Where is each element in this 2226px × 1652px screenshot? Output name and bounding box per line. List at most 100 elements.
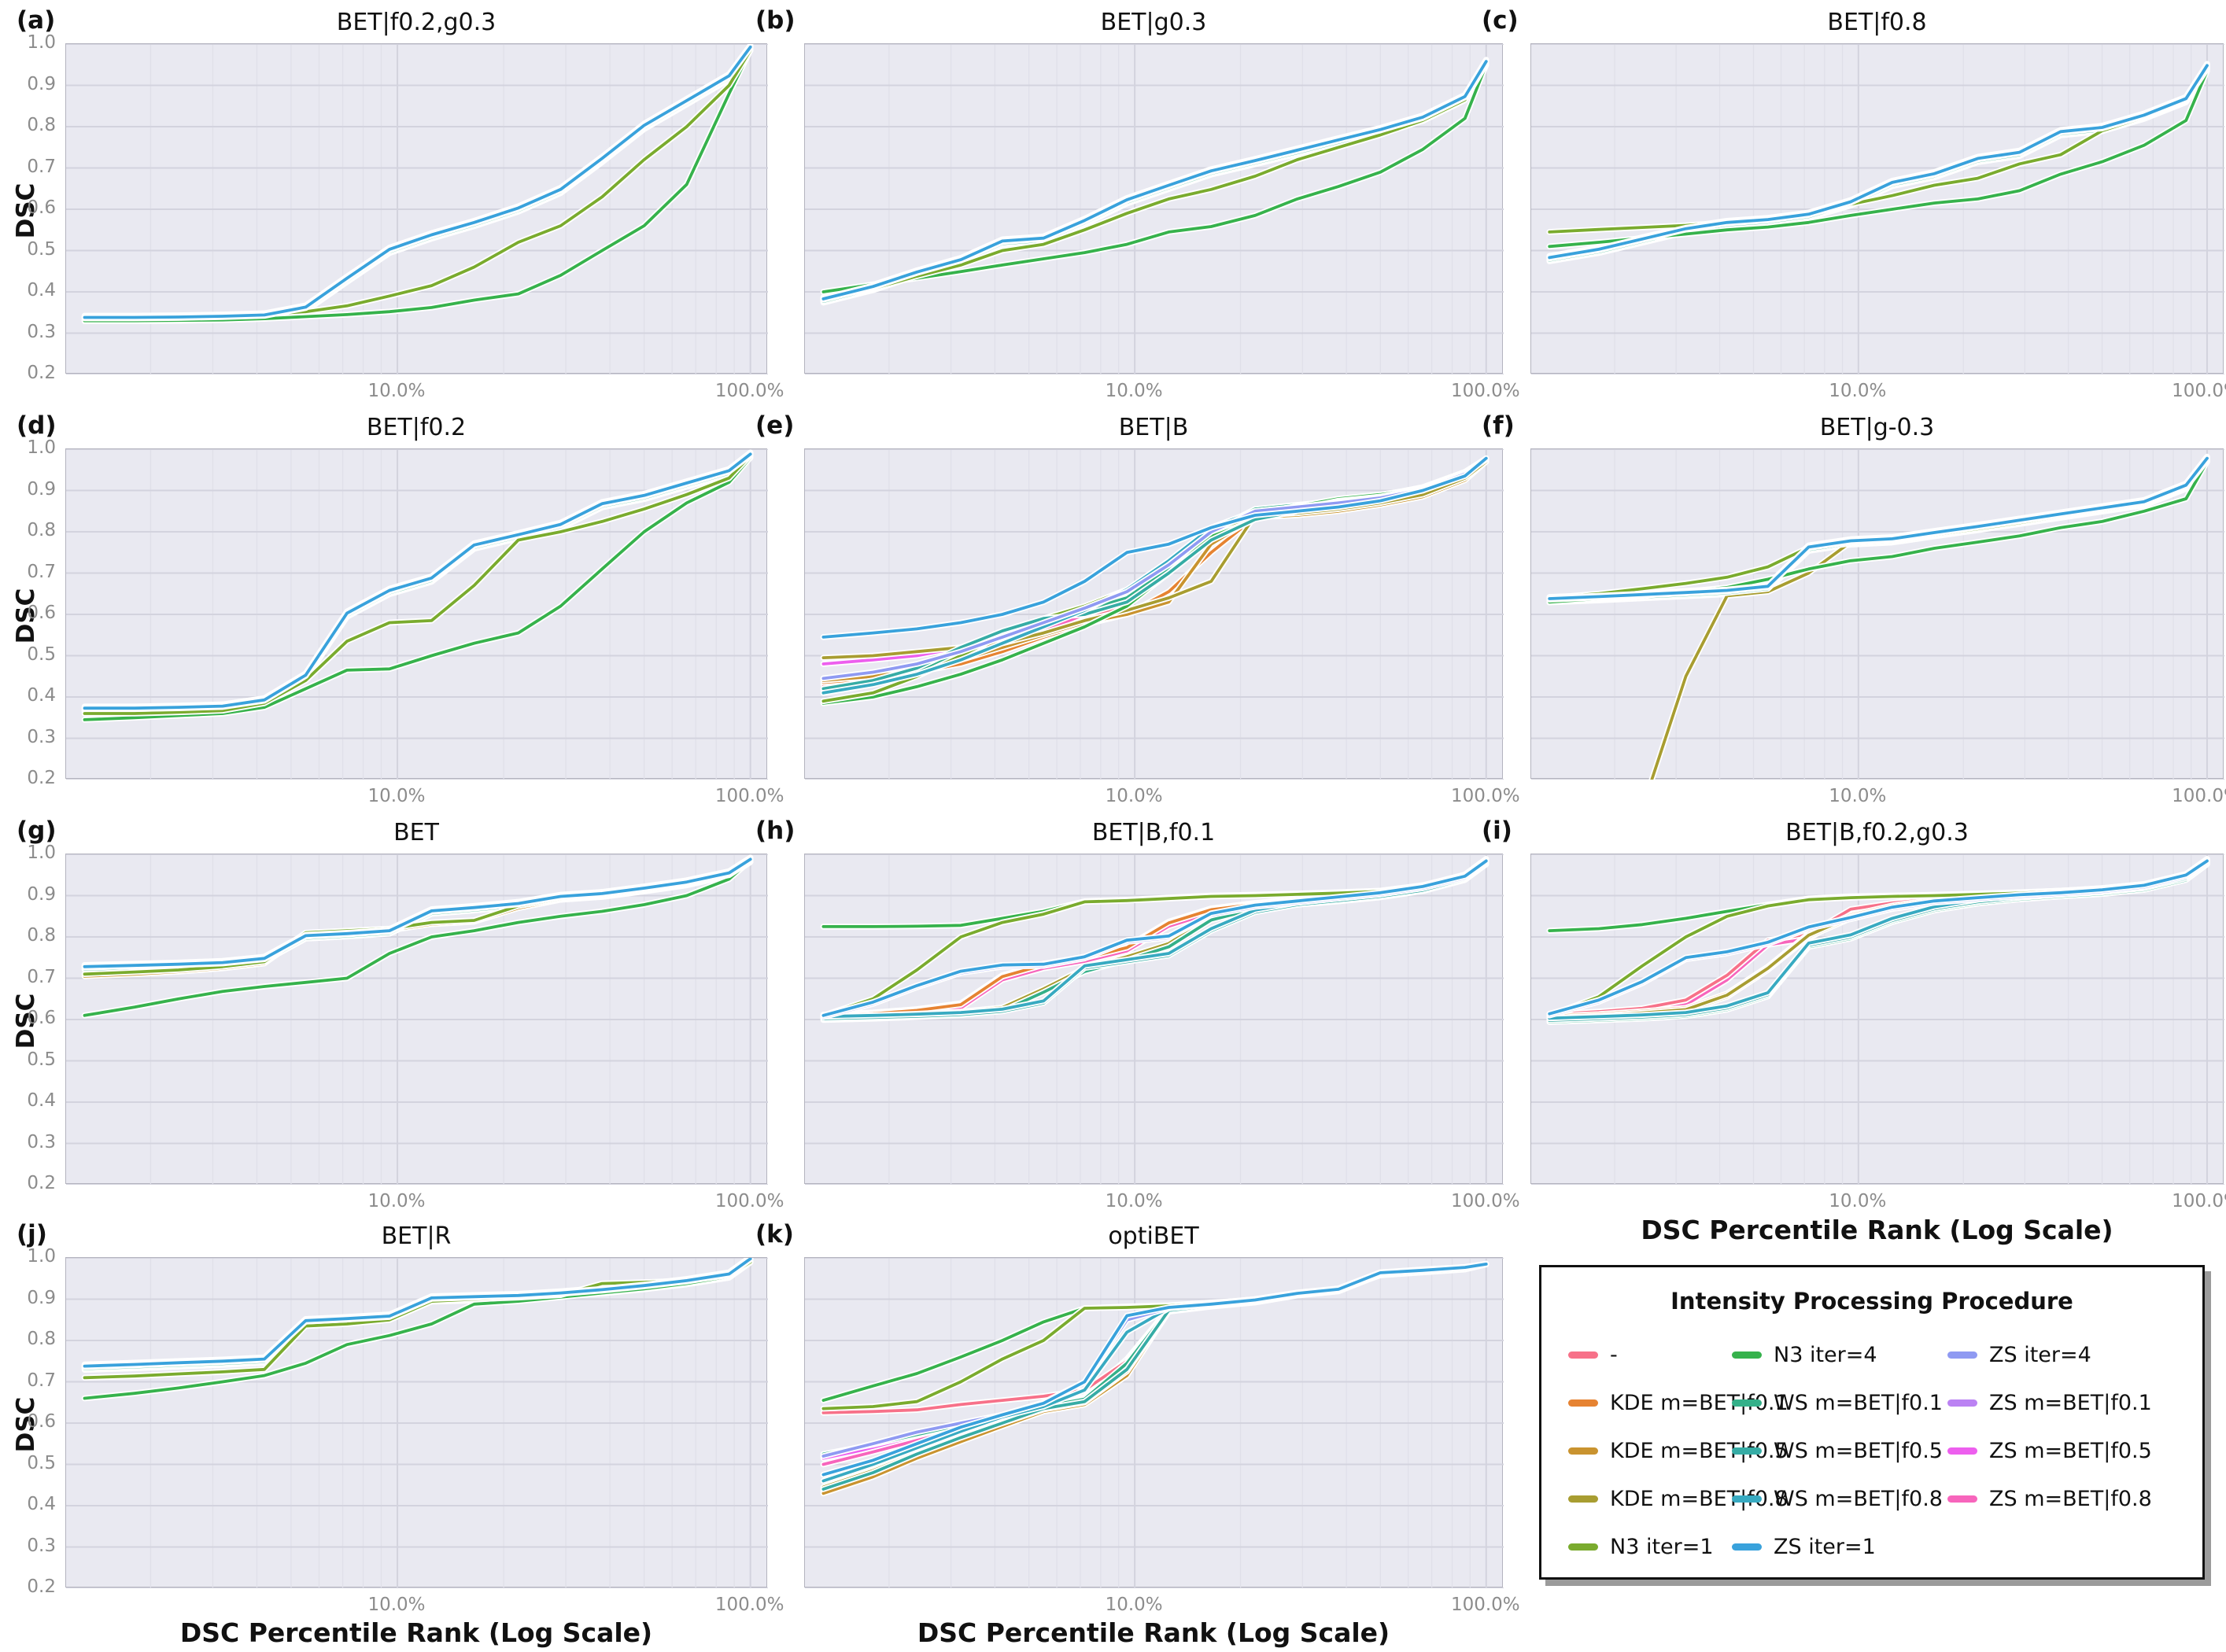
series-line-halo- (1546, 454, 2210, 601)
x-tick-label: 10.0% (1105, 381, 1163, 401)
legend-item-label: ZS iter=1 (1774, 1534, 1876, 1559)
series-line-KDE m=BET|f0.5 (83, 49, 752, 323)
series-line-haloZS iter=4 (81, 1258, 754, 1370)
panel-d-chart (66, 449, 768, 780)
y-tick-label: 0.4 (27, 1090, 56, 1111)
panel-title-e: BET|B (1118, 414, 1189, 441)
series-line-ZS m=BET|f0.8 (83, 1258, 752, 1367)
series-line-WS m=BET|f0.8 (83, 44, 752, 319)
legend-swatch-icon (1947, 1351, 1977, 1359)
legend-swatch-icon (1568, 1447, 1598, 1455)
series-line-ZS m=BET|f0.5 (83, 1259, 752, 1371)
legend-swatch-icon (1568, 1495, 1598, 1503)
legend-swatch-icon (1568, 1543, 1598, 1551)
series-line-N3 iter=1 (821, 62, 1488, 300)
panel-i-chart (1531, 854, 2224, 1185)
x-tick-label: 100.0% (714, 786, 784, 806)
panel-title-c: BET|f0.8 (1827, 9, 1927, 36)
legend-item-ZS m=BET|f0.8: ZS m=BET|f0.8 (1947, 1486, 2152, 1511)
legend-swatch-icon (1732, 1447, 1762, 1455)
y-tick-label: 0.2 (27, 363, 56, 383)
x-tick-label: 100.0% (1450, 381, 1520, 401)
series-line-- (821, 58, 1488, 300)
series-line-KDE m=BET|f0.5 (83, 1260, 752, 1372)
series-line-haloWS m=BET|f0.1 (81, 46, 754, 323)
y-tick-label: 0.4 (27, 1494, 56, 1514)
series-line-haloZS iter=1 (820, 58, 1490, 302)
series-line-haloN3 iter=1 (1546, 858, 2210, 1019)
series-line-ZS m=BET|f0.8 (83, 857, 752, 968)
panel-title-b: BET|g0.3 (1100, 9, 1207, 36)
series-line-ZS iter=1 (821, 859, 1488, 1017)
x-tick-label: 100.0% (2172, 381, 2226, 401)
series-line-haloWS m=BET|f0.5 (820, 58, 1490, 303)
panel-g-chart (66, 854, 768, 1185)
panel-i-plot-area (1530, 854, 2224, 1185)
series-line-haloWS m=BET|f0.8 (820, 57, 1490, 301)
x-tick-label: 10.0% (1105, 786, 1163, 806)
panel-title-i: BET|B,f0.2,g0.3 (1785, 819, 1969, 846)
panel-a-plot-area (65, 43, 768, 374)
series-line-haloKDE m=BET|f0.8 (1546, 857, 2210, 1021)
series-line-ZS iter=4 (821, 1263, 1488, 1458)
series-line-haloWS m=BET|f0.8 (1546, 857, 2210, 1022)
series-line-KDE m=BET|f0.5 (1548, 68, 2209, 264)
panel-b-plot-area (804, 43, 1504, 374)
y-tick-label: 0.3 (27, 1131, 56, 1152)
panel-tag-k: (k) (755, 1220, 794, 1248)
series-line-haloZS m=BET|f0.8 (81, 1258, 754, 1369)
y-tick-label: 0.7 (27, 1370, 56, 1391)
legend-item-ZS m=BET|f0.5: ZS m=BET|f0.5 (1947, 1439, 2152, 1463)
series-line-haloKDE m=BET|f0.5 (81, 47, 754, 325)
legend-item-label: WS m=BET|f0.1 (1774, 1390, 1943, 1415)
y-tick-label: 0.7 (27, 156, 56, 177)
series-line-haloWS m=BET|f0.8 (81, 1258, 754, 1369)
series-line-ZS m=BET|f0.1 (1548, 458, 2209, 602)
x-tick-label: 100.0% (1450, 786, 1520, 806)
series-line-ZS iter=1 (83, 45, 752, 319)
series-line-WS m=BET|f0.1 (821, 1263, 1488, 1456)
panel-c-plot-area (1530, 43, 2224, 374)
legend-item-ZS m=BET|f0.1: ZS m=BET|f0.1 (1947, 1390, 2152, 1415)
series-line-ZS m=BET|f0.5 (83, 48, 752, 323)
panel-f-chart (1531, 449, 2224, 780)
panel-title-k: optiBET (1108, 1222, 1199, 1250)
series-line-KDE m=BET|f0.1 (1548, 455, 2209, 599)
x-tick-label: 100.0% (2172, 1191, 2226, 1211)
legend-item-label: ZS m=BET|f0.8 (1989, 1486, 2152, 1511)
series-line-KDE m=BET|f0.8 (83, 1259, 752, 1370)
panel-h-plot-area (804, 854, 1504, 1185)
series-line-haloZS m=BET|f0.8 (820, 57, 1490, 302)
y-tick-label: 0.7 (27, 561, 56, 582)
panel-g-plot-area (65, 854, 768, 1185)
panel-tag-d: (d) (17, 411, 57, 440)
panel-tag-e: (e) (755, 411, 795, 440)
series-line-ZS m=BET|f0.1 (821, 1263, 1488, 1458)
y-tick-label: 0.8 (27, 115, 56, 135)
legend-item-label: ZS iter=4 (1989, 1342, 2091, 1367)
series-line-ZS m=BET|f0.8 (83, 45, 752, 319)
legend-item-WS m=BET|f0.8: WS m=BET|f0.8 (1732, 1487, 1943, 1511)
series-line-WS m=BET|f0.1 (83, 47, 752, 322)
legend-item-ZS iter=4: ZS iter=4 (1947, 1342, 2091, 1367)
legend-item-label: ZS m=BET|f0.1 (1989, 1390, 2152, 1415)
series-line-N3 iter=1 (83, 49, 752, 319)
legend-item-WS m=BET|f0.1: WS m=BET|f0.1 (1732, 1390, 1943, 1415)
panel-d-plot-area (65, 448, 768, 780)
series-line-haloN3 iter=1 (820, 61, 1490, 301)
series-line-WS m=BET|f0.5 (83, 46, 752, 320)
series-line-ZS iter=1 (821, 1263, 1488, 1477)
series-line-haloN3 iter=1 (1546, 457, 2210, 601)
x-axis-title-col3: DSC Percentile Rank (Log Scale) (1641, 1215, 2113, 1245)
series-line-halo- (820, 57, 1490, 301)
series-line-KDE m=BET|f0.8 (83, 47, 752, 322)
series-line-haloWS m=BET|f0.1 (81, 1258, 754, 1372)
y-tick-label: 0.6 (27, 1411, 56, 1432)
legend-swatch-icon (1947, 1495, 1977, 1503)
series-line-KDE m=BET|f0.1 (83, 856, 752, 967)
series-line-ZS iter=1 (83, 857, 752, 968)
legend-swatch-icon (1947, 1447, 1977, 1455)
series-line-haloKDE m=BET|f0.1 (81, 854, 754, 968)
series-line-haloZS m=BET|f0.1 (81, 45, 754, 322)
